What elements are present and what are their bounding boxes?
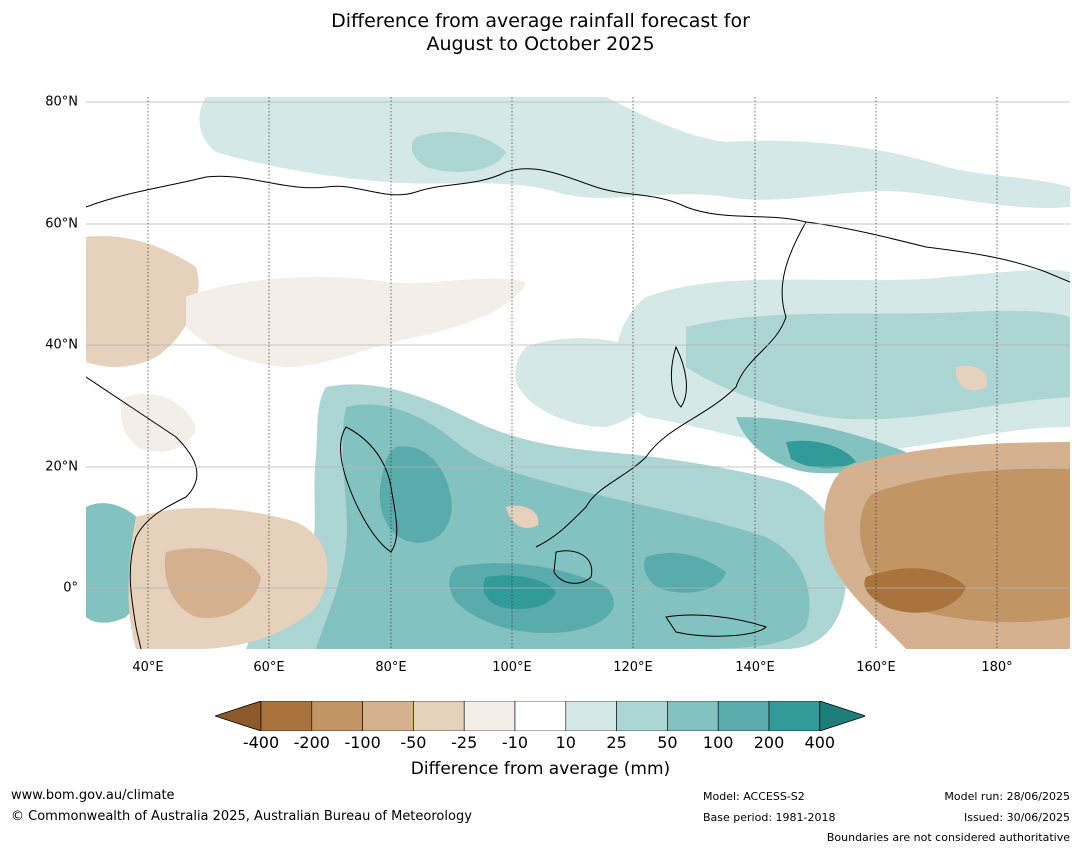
model-name: Model: ACCESS-S2 (703, 790, 805, 803)
arctic-wet-core (411, 132, 506, 172)
colorbar-tick-label: 50 (657, 733, 678, 752)
colorbar-tick-label: 400 (804, 733, 836, 752)
lon-label-160e: 160°E (856, 660, 896, 675)
colorbar (213, 700, 868, 732)
colorbar-segment (717, 700, 770, 732)
colorbar-segment (463, 700, 516, 732)
colorbar-label: Difference from average (mm) (410, 759, 671, 779)
boundaries-disclaimer: Boundaries are not considered authoritat… (826, 831, 1070, 844)
colorbar-tick-label: -50 (400, 733, 427, 752)
colorbar-tick-label: -100 (344, 733, 381, 752)
colorbar-segment (768, 700, 821, 732)
base-period: Base period: 1981-2018 (703, 811, 836, 824)
arctic-wet-band (199, 97, 1070, 209)
colorbar-tick-label: 10 (555, 733, 576, 752)
coastline-india (340, 426, 398, 553)
lat-label-80n: 80°N (45, 94, 78, 110)
colorbar-segment (565, 700, 617, 732)
central-pacific-dry-core (864, 568, 966, 613)
lon-label-100e: 100°E (492, 660, 532, 675)
east-africa-dry-core (164, 548, 261, 618)
map-title: Difference from average rainfall forecas… (0, 10, 1081, 56)
coastline-asia-east (535, 221, 807, 548)
europe-dry (86, 236, 199, 367)
colorbar-segment-over (819, 700, 868, 732)
coastlines (86, 168, 1070, 649)
west-pacific-wet-core (644, 552, 726, 593)
colorbar-tick-label: -25 (451, 733, 478, 752)
lat-label-20n: 20°N (45, 459, 78, 475)
title-line-2: August to October 2025 (426, 33, 655, 55)
lon-label-60e: 60°E (253, 660, 285, 675)
lon-label-180: 180° (981, 660, 1013, 675)
lon-label-140e: 140°E (735, 660, 775, 675)
colorbar-tick-label: -10 (501, 733, 529, 752)
colorbar-segment (260, 700, 313, 732)
title-line-1: Difference from average rainfall forecas… (331, 10, 750, 32)
colorbar-svg (213, 700, 868, 732)
colorbar-tick-label: -400 (242, 733, 280, 752)
bay-of-bengal-wet-core (379, 446, 452, 543)
coastline-new-guinea (665, 614, 767, 637)
map-canvas (86, 97, 1070, 649)
longitude-gridlines (147, 97, 998, 649)
lat-label-40n: 40°N (45, 337, 78, 353)
colorbar-tick-label: 25 (606, 733, 627, 752)
issued-date: Issued: 30/06/2025 (963, 811, 1070, 824)
coastline-arabia-africa (86, 376, 198, 649)
colorbar-tick-label: 100 (702, 733, 734, 752)
colorbar-tick-label: 200 (753, 733, 785, 752)
drier-regions (86, 236, 1070, 649)
coastline-japan (671, 345, 687, 408)
latitude-gridlines (86, 101, 1070, 589)
rainfall-anomaly-map (86, 97, 1070, 649)
pacific-north-wet-mid (686, 310, 1070, 420)
colorbar-segment (311, 700, 363, 732)
colorbar-segment (616, 700, 668, 732)
east-asia-wet (515, 338, 659, 427)
southeast-asia-dry-spot (506, 505, 539, 528)
colorbar-tick-label: -200 (293, 733, 330, 752)
maritime-continent-wet-max (483, 575, 556, 609)
arabia-dry (121, 393, 196, 452)
colorbar-segment (667, 700, 719, 732)
lon-label-80e: 80°E (375, 660, 407, 675)
colorbar-segment (362, 700, 414, 732)
colorbar-segment (413, 700, 465, 732)
lon-label-40e: 40°E (132, 660, 164, 675)
copyright-notice: © Commonwealth of Australia 2025, Austra… (11, 809, 472, 824)
north-pacific-dry-spot (955, 365, 987, 391)
pacific-tropical-wet-core (786, 440, 856, 469)
coastline-borneo (553, 550, 593, 584)
central-asia-dry (186, 277, 526, 367)
colorbar-segment-under (213, 700, 262, 732)
model-run-date: Model run: 28/06/2025 (944, 790, 1070, 803)
lon-label-120e: 120°E (613, 660, 653, 675)
lat-label-0: 0° (63, 580, 78, 596)
colorbar-segment (514, 700, 567, 732)
lat-label-60n: 60°N (45, 216, 78, 232)
coastline-eurasia-north (86, 168, 1070, 283)
website-url: www.bom.gov.au/climate (11, 788, 175, 803)
